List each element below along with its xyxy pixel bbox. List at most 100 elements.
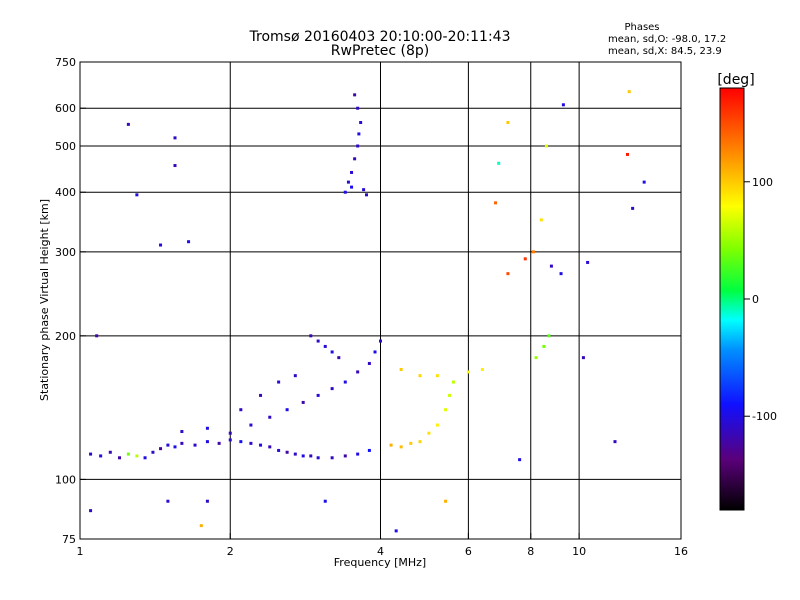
chart-title: Tromsø 20160403 20:10:00-20:11:43 <box>249 29 511 45</box>
data-point <box>367 361 371 365</box>
data-point <box>180 430 184 434</box>
data-point <box>99 454 103 458</box>
data-point <box>180 441 184 445</box>
data-point <box>346 180 350 184</box>
data-point <box>228 431 232 435</box>
y-tick-label: 300 <box>55 246 76 259</box>
colorbar-tick-label: -100 <box>752 410 777 423</box>
data-point <box>159 243 163 247</box>
data-point <box>642 180 646 184</box>
data-point <box>359 121 363 125</box>
data-point <box>367 448 371 452</box>
plot-area: 1 2 4 6 8 10 16 75 100 200 300 400 500 600 750 <box>55 56 688 558</box>
legend-line-o: mean, sd,O: -98.0, 17.2 <box>608 34 726 45</box>
data-point <box>399 445 403 449</box>
data-point <box>337 356 341 360</box>
legend-heading: Phases <box>624 22 659 33</box>
data-point <box>542 344 546 348</box>
data-point <box>309 334 313 338</box>
data-point <box>547 334 551 338</box>
chart-subtitle: RwPretec (8p) <box>331 43 429 59</box>
data-point <box>277 380 281 384</box>
data-point <box>494 201 498 205</box>
data-point <box>356 106 360 110</box>
data-point <box>523 257 527 261</box>
x-tick-label: 4 <box>377 545 384 558</box>
data-point <box>323 499 327 503</box>
x-tick-label: 2 <box>227 545 234 558</box>
y-tick-label: 600 <box>55 102 76 115</box>
y-tick-label: 750 <box>55 56 76 69</box>
data-point <box>89 452 93 456</box>
data-point <box>451 380 455 384</box>
data-point <box>293 452 297 456</box>
data-point <box>506 121 510 125</box>
data-point <box>228 438 232 442</box>
data-point <box>448 393 452 397</box>
data-point <box>135 193 139 197</box>
data-point <box>356 370 360 374</box>
data-point <box>353 157 357 161</box>
data-point <box>544 144 548 148</box>
colorbar-tick-label: 100 <box>752 176 773 189</box>
data-point <box>627 90 631 94</box>
data-point <box>625 152 629 156</box>
data-point <box>217 441 221 445</box>
data-point <box>166 443 170 447</box>
data-point <box>350 170 354 174</box>
data-point <box>480 367 484 371</box>
data-point <box>343 380 347 384</box>
data-point <box>316 393 320 397</box>
data-point <box>126 122 130 126</box>
data-point <box>118 456 122 460</box>
data-point <box>239 408 243 412</box>
data-point <box>268 415 272 419</box>
data-point <box>173 164 177 168</box>
data-point <box>389 443 393 447</box>
data-point <box>586 260 590 264</box>
data-point <box>143 456 147 460</box>
x-tick-label: 16 <box>674 545 688 558</box>
data-point <box>293 374 297 378</box>
colorbar: [deg] 100 0 -100 <box>717 72 777 511</box>
data-point <box>466 370 470 374</box>
data-point <box>309 454 313 458</box>
data-point <box>518 458 522 462</box>
data-point <box>399 367 403 371</box>
data-point <box>126 452 130 456</box>
data-point <box>135 454 139 458</box>
data-point <box>506 272 510 276</box>
data-point <box>205 426 209 430</box>
data-point <box>365 193 369 197</box>
data-point <box>613 440 617 444</box>
colorbar-ticks: 100 0 -100 <box>744 176 777 423</box>
data-point <box>435 374 439 378</box>
x-axis-ticks: 1 2 4 6 8 10 16 <box>77 533 688 558</box>
colorbar-gradient <box>719 87 745 511</box>
y-tick-label: 500 <box>55 140 76 153</box>
y-tick-label: 100 <box>55 473 76 486</box>
data-points <box>89 90 646 533</box>
data-point <box>549 264 553 268</box>
data-point <box>277 448 281 452</box>
data-point <box>330 350 334 354</box>
data-point <box>193 443 197 447</box>
data-point <box>249 441 253 445</box>
data-point <box>316 339 320 343</box>
data-point <box>343 454 347 458</box>
data-point <box>301 400 305 404</box>
data-point <box>427 431 431 435</box>
data-point <box>394 529 398 533</box>
data-point <box>199 524 203 528</box>
data-point <box>330 387 334 391</box>
grid-lines <box>80 62 681 539</box>
data-point <box>435 423 439 427</box>
x-tick-label: 6 <box>465 545 472 558</box>
x-tick-label: 1 <box>77 545 84 558</box>
y-axis-ticks: 75 100 200 300 400 500 600 750 <box>55 56 86 546</box>
legend-line-x: mean, sd,X: 84.5, 23.9 <box>608 46 722 57</box>
x-tick-label: 10 <box>572 545 586 558</box>
data-point <box>350 185 354 189</box>
data-point <box>362 188 366 192</box>
data-point <box>356 452 360 456</box>
